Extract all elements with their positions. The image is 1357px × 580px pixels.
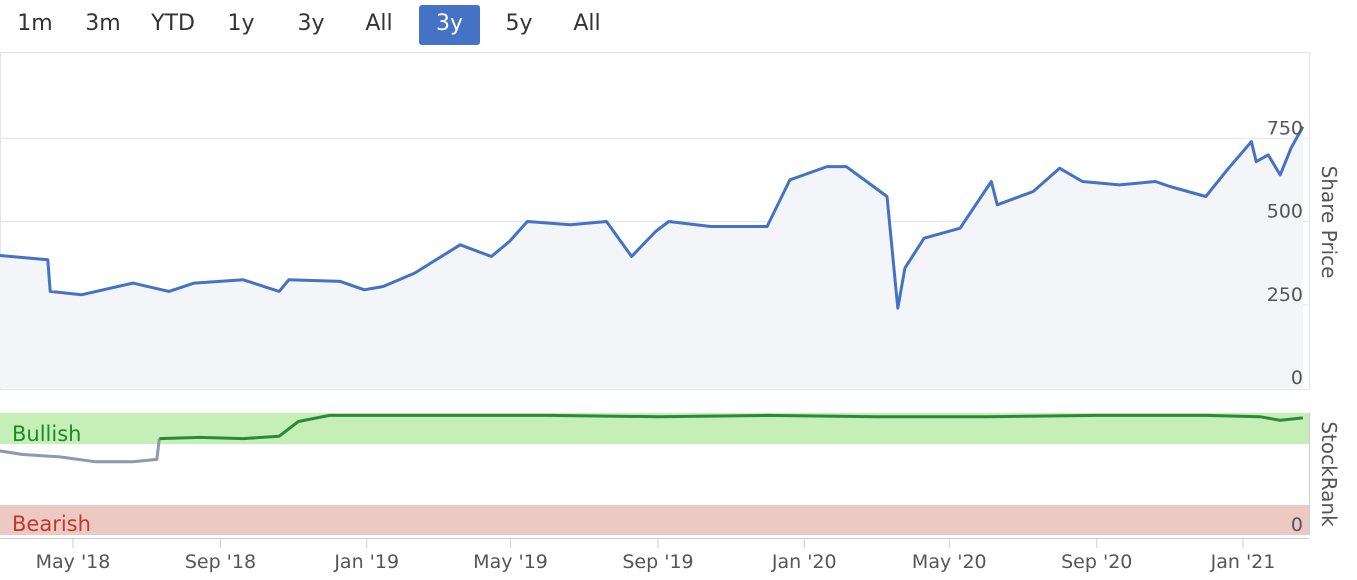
bullish-label: Bullish [12,422,81,446]
price-series-line [0,125,1305,310]
range-button-5y[interactable]: 5y [505,11,533,36]
range-button-ytd[interactable]: YTD [151,11,195,36]
range-button-all[interactable]: All [365,11,393,36]
x-tick-label: Jan '20 [771,551,837,573]
price-axis-title: Share Price [1317,166,1341,279]
range-button-all-2[interactable]: All [573,11,601,36]
price-tick-label: 500 [1267,201,1303,223]
x-tick-label: Jan '21 [1210,551,1276,573]
stockrank-axis-title: StockRank [1317,421,1341,527]
range-button-3m[interactable]: 3m [85,11,121,36]
range-selector: 1m 3m YTD 1y 3y All 3y 5y All [0,0,1357,48]
x-tick-label: Sep '20 [1061,551,1132,573]
x-tick-label: May '18 [36,551,111,573]
stockrank-line-neutral [0,438,161,464]
stockrank-tick-label: 0 [1291,514,1303,536]
range-button-1m[interactable]: 1m [17,11,53,36]
x-tick-label: Sep '19 [622,551,693,573]
bearish-label: Bearish [12,512,91,536]
range-button-3y-selected[interactable]: 3y [419,5,480,45]
x-tick-label: May '20 [912,551,987,573]
price-tick-label: 250 [1267,284,1303,306]
x-tick-label: May '19 [473,551,548,573]
price-tick-label: 750 [1267,117,1303,139]
range-button-1y[interactable]: 1y [227,11,255,36]
price-tick-label: 0 [1291,367,1303,389]
x-tick-label: Sep '18 [185,551,256,573]
stockrank-line-bullish [159,413,1304,441]
x-tick-label: Jan '19 [333,551,399,573]
bearish-band [0,505,1309,535]
range-button-3y[interactable]: 3y [297,11,325,36]
price-area [0,126,1303,388]
